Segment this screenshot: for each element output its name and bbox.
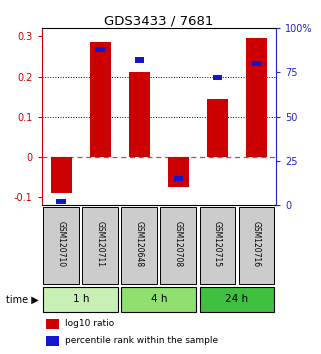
- Bar: [213, 75, 222, 80]
- Text: GSM120715: GSM120715: [213, 221, 222, 267]
- Bar: [134, 57, 144, 63]
- Bar: [121, 287, 196, 312]
- Bar: [207, 99, 228, 157]
- Bar: [200, 207, 235, 284]
- Bar: [95, 47, 105, 52]
- Bar: [160, 207, 196, 284]
- Bar: [252, 61, 261, 66]
- Title: GDS3433 / 7681: GDS3433 / 7681: [104, 14, 213, 27]
- Bar: [168, 157, 189, 187]
- Bar: [43, 287, 118, 312]
- Bar: [174, 176, 183, 181]
- Text: GSM120711: GSM120711: [96, 221, 105, 267]
- Bar: [43, 207, 79, 284]
- Bar: [129, 73, 150, 157]
- Text: 1 h: 1 h: [73, 294, 89, 304]
- Bar: [47, 319, 59, 329]
- Bar: [246, 38, 267, 157]
- Bar: [47, 336, 59, 346]
- Bar: [239, 207, 274, 284]
- Bar: [56, 199, 66, 204]
- Text: percentile rank within the sample: percentile rank within the sample: [65, 336, 218, 346]
- Text: time ▶: time ▶: [6, 295, 39, 305]
- Text: 4 h: 4 h: [151, 294, 167, 304]
- Text: GSM120710: GSM120710: [57, 221, 66, 267]
- Bar: [90, 42, 111, 157]
- Text: GSM120708: GSM120708: [174, 221, 183, 267]
- Text: log10 ratio: log10 ratio: [65, 319, 114, 329]
- Text: GSM120648: GSM120648: [135, 221, 144, 267]
- Bar: [82, 207, 118, 284]
- Text: GSM120716: GSM120716: [252, 221, 261, 267]
- Text: 24 h: 24 h: [225, 294, 248, 304]
- Bar: [200, 287, 274, 312]
- Bar: [121, 207, 157, 284]
- Bar: [50, 157, 72, 193]
